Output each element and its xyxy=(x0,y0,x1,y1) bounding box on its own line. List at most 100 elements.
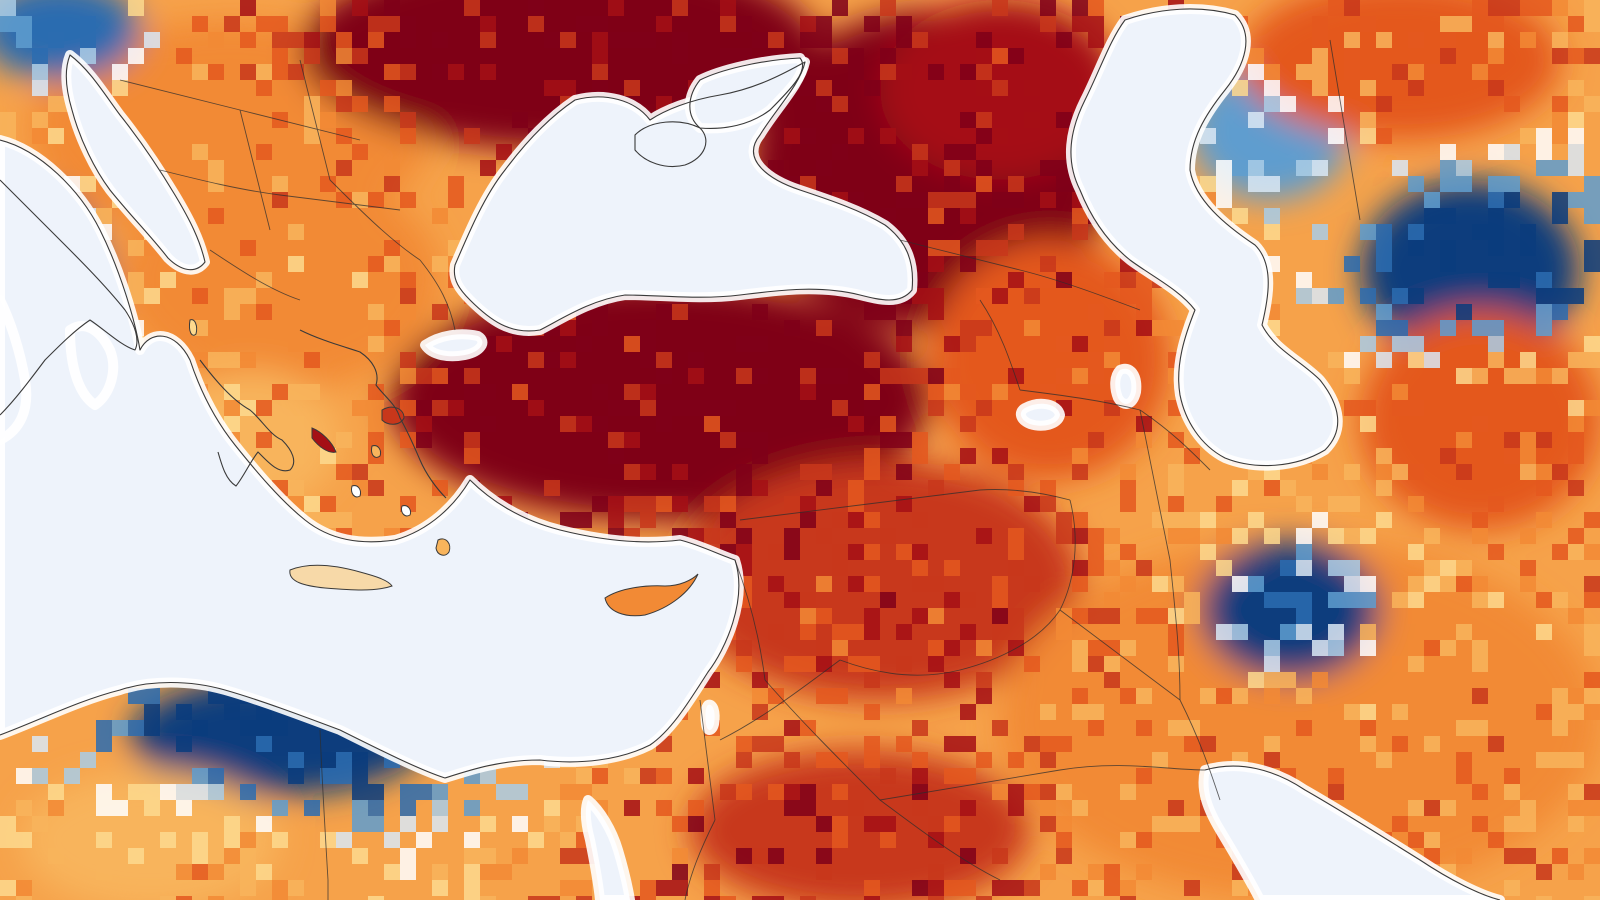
anomaly-pixel xyxy=(1152,608,1168,624)
anomaly-pixel xyxy=(1344,0,1360,16)
anomaly-pixel xyxy=(1376,448,1392,464)
anomaly-pixel xyxy=(960,592,976,608)
anomaly-pixel xyxy=(848,416,864,432)
anomaly-pixel xyxy=(1568,816,1584,832)
anomaly-pixel xyxy=(1504,0,1520,16)
anomaly-pixel xyxy=(304,800,320,816)
anomaly-pixel xyxy=(624,80,640,96)
anomaly-pixel xyxy=(1168,800,1184,816)
anomaly-pixel xyxy=(1424,832,1440,848)
anomaly-pixel xyxy=(560,80,576,96)
anomaly-pixel xyxy=(1008,272,1024,288)
anomaly-pixel xyxy=(1312,704,1328,720)
anomaly-pixel xyxy=(400,368,416,384)
anomaly-pixel xyxy=(1584,800,1600,816)
anomaly-pixel xyxy=(1568,80,1584,96)
anomaly-pixel xyxy=(1584,640,1600,656)
anomaly-pixel xyxy=(1392,592,1408,608)
anomaly-pixel xyxy=(1504,192,1520,208)
anomaly-pixel xyxy=(1072,880,1088,896)
anomaly-pixel xyxy=(800,592,816,608)
anomaly-pixel xyxy=(1328,592,1344,608)
anomaly-pixel xyxy=(1216,160,1232,176)
anomaly-pixel xyxy=(688,400,704,416)
anomaly-pixel xyxy=(928,240,944,256)
anomaly-pixel xyxy=(1360,624,1376,640)
anomaly-pixel xyxy=(1088,304,1104,320)
anomaly-pixel xyxy=(1296,288,1312,304)
anomaly-pixel xyxy=(1072,528,1088,544)
anomaly-pixel xyxy=(1040,192,1056,208)
anomaly-pixel xyxy=(528,16,544,32)
anomaly-pixel xyxy=(640,336,656,352)
anomaly-pixel xyxy=(880,0,896,16)
anomaly-pixel xyxy=(1552,704,1568,720)
anomaly-pixel xyxy=(256,816,272,832)
anomaly-pixel xyxy=(576,416,592,432)
anomaly-pixel xyxy=(1088,16,1104,32)
anomaly-pixel xyxy=(976,672,992,688)
anomaly-pixel xyxy=(768,848,784,864)
anomaly-pixel xyxy=(480,864,496,880)
anomaly-pixel xyxy=(928,256,944,272)
anomaly-pixel xyxy=(1360,416,1376,432)
anomaly-pixel xyxy=(272,384,288,400)
anomaly-pixel xyxy=(928,304,944,320)
anomaly-pixel xyxy=(912,752,928,768)
anomaly-pixel xyxy=(240,352,256,368)
anomaly-pixel xyxy=(592,416,608,432)
anomaly-pixel xyxy=(640,320,656,336)
anomaly-pixel xyxy=(1152,576,1168,592)
anomaly-pixel xyxy=(352,848,368,864)
anomaly-pixel xyxy=(1520,32,1536,48)
anomaly-pixel xyxy=(896,688,912,704)
anomaly-pixel xyxy=(32,64,48,80)
anomaly-pixel xyxy=(240,832,256,848)
lake-van xyxy=(1015,398,1065,431)
anomaly-pixel xyxy=(1152,768,1168,784)
anomaly-pixel xyxy=(960,448,976,464)
anomaly-pixel xyxy=(1360,16,1376,32)
anomaly-pixel xyxy=(960,624,976,640)
anomaly-pixel xyxy=(1328,640,1344,656)
anomaly-pixel xyxy=(1488,240,1504,256)
anomaly-pixel xyxy=(928,816,944,832)
anomaly-pixel xyxy=(1184,720,1200,736)
anomaly-pixel xyxy=(1472,592,1488,608)
anomaly-pixel xyxy=(768,576,784,592)
anomaly-pixel xyxy=(1072,656,1088,672)
anomaly-pixel xyxy=(720,400,736,416)
anomaly-pixel xyxy=(1424,800,1440,816)
anomaly-pixel xyxy=(672,48,688,64)
anomaly-pixel xyxy=(1568,144,1584,160)
anomaly-pixel xyxy=(672,848,688,864)
anomaly-pixel xyxy=(1536,0,1552,16)
anomaly-pixel xyxy=(160,832,176,848)
anomaly-pixel xyxy=(112,720,128,736)
anomaly-pixel xyxy=(1568,400,1584,416)
anomaly-pixel xyxy=(432,480,448,496)
anomaly-pixel xyxy=(1536,512,1552,528)
anomaly-pixel xyxy=(1264,640,1280,656)
anomaly-pixel xyxy=(976,64,992,80)
anomaly-pixel xyxy=(352,768,368,784)
anomaly-pixel xyxy=(720,784,736,800)
anomaly-pixel xyxy=(288,64,304,80)
anomaly-pixel xyxy=(1456,432,1472,448)
anomaly-pixel xyxy=(656,880,672,896)
anomaly-pixel xyxy=(192,848,208,864)
anomaly-pixel xyxy=(368,256,384,272)
anomaly-pixel xyxy=(192,816,208,832)
anomaly-pixel xyxy=(512,848,528,864)
anomaly-pixel xyxy=(1200,688,1216,704)
anomaly-pixel xyxy=(336,512,352,528)
anomaly-pixel xyxy=(928,480,944,496)
anomaly-pixel xyxy=(1424,208,1440,224)
anomaly-pixel xyxy=(1488,352,1504,368)
anomaly-pixel xyxy=(1408,816,1424,832)
anomaly-pixel xyxy=(1360,224,1376,240)
anomaly-pixel xyxy=(976,320,992,336)
anomaly-pixel xyxy=(640,384,656,400)
